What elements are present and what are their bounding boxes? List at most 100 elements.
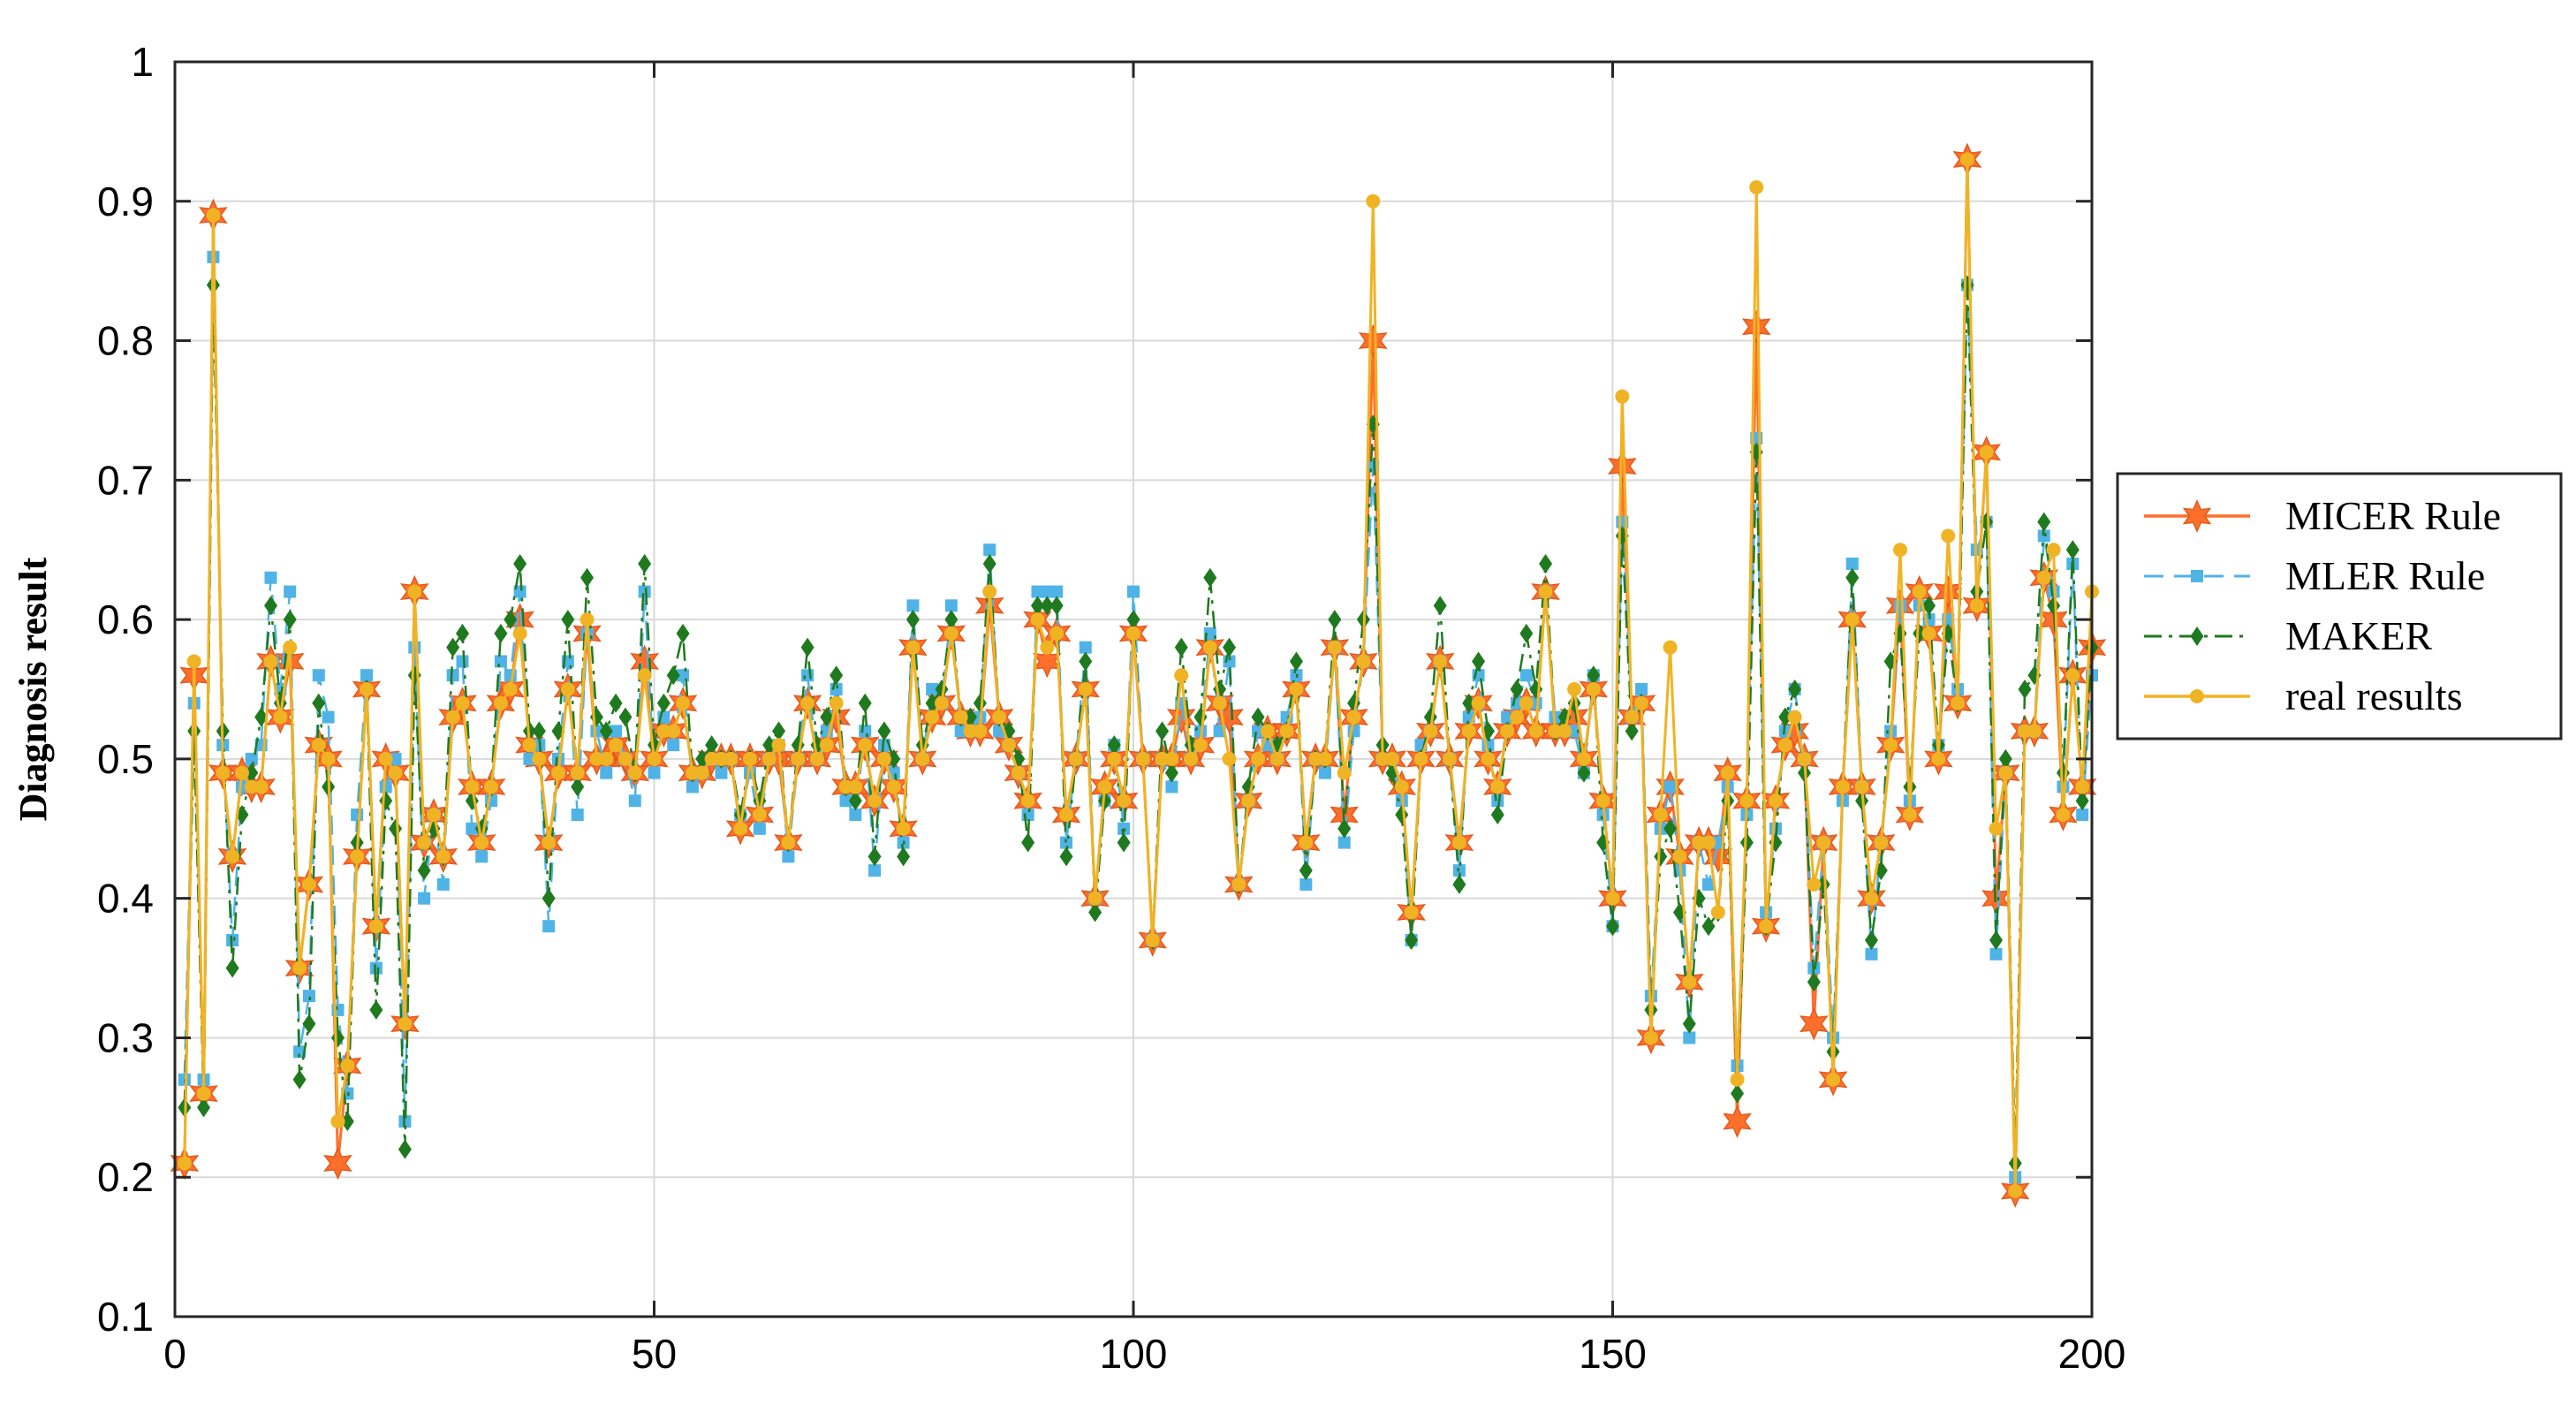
x-tick-label: 200 (2058, 1331, 2126, 1377)
data-point (417, 861, 431, 881)
data-point (532, 751, 547, 766)
data-point (648, 766, 661, 779)
data-point (436, 877, 450, 891)
data-point (1576, 751, 1591, 766)
data-point (312, 669, 325, 682)
data-point (302, 990, 315, 1003)
data-point (1893, 543, 1907, 558)
data-point (1337, 836, 1351, 849)
data-point (1653, 808, 1668, 822)
data-point (1030, 612, 1045, 627)
data-point (484, 779, 499, 794)
data-point (1663, 780, 1677, 794)
data-point (571, 809, 584, 821)
data-point (599, 751, 614, 766)
data-point (1951, 695, 1966, 710)
data-point (1816, 835, 1831, 850)
y-tick-label: 0.8 (97, 318, 154, 364)
data-point (1079, 641, 1092, 654)
data-point (532, 721, 546, 741)
data-point (455, 695, 470, 710)
data-point (264, 596, 277, 616)
data-point (820, 707, 834, 727)
data-point (1068, 751, 1083, 766)
data-point (1481, 751, 1496, 766)
data-point (1472, 651, 1486, 672)
data-point (465, 779, 480, 794)
data-point (1490, 779, 1505, 794)
data-point (1127, 585, 1140, 598)
data-point (1346, 710, 1361, 725)
data-point (905, 610, 920, 630)
data-point (369, 961, 383, 975)
data-point (1864, 891, 1879, 906)
data-point (1902, 808, 1917, 822)
data-point (245, 752, 258, 765)
legend: MICER Rule MLER Rule MAKER real results (2116, 472, 2563, 740)
data-point (1654, 847, 1668, 867)
x-tick-label: 100 (1100, 1331, 1168, 1377)
data-point (1510, 710, 1524, 725)
data-point (1816, 874, 1830, 894)
data-point (1490, 805, 1504, 824)
data-point (293, 1045, 307, 1059)
legend-label: MICER Rule (2285, 493, 2501, 538)
data-point (1327, 640, 1342, 655)
data-point (925, 710, 940, 725)
data-point (1165, 780, 1178, 794)
data-point (1969, 598, 1984, 613)
data-point (1845, 612, 1860, 627)
data-point (1328, 610, 1342, 630)
y-axis-label: Diagnosis result (11, 557, 55, 821)
data-point (466, 822, 479, 835)
data-point (809, 751, 824, 766)
legend-marker (2191, 570, 2203, 582)
data-point (1874, 835, 1889, 850)
data-point (1596, 809, 1610, 821)
data-point (926, 683, 939, 695)
data-point (1049, 626, 1064, 641)
data-point (819, 738, 834, 753)
data-point (1060, 836, 1073, 849)
data-point (1319, 766, 1331, 779)
data-point (1538, 584, 1553, 599)
data-point (906, 599, 920, 612)
data-point (1193, 738, 1208, 753)
data-point (1979, 444, 1994, 459)
data-point (445, 710, 460, 725)
data-point (196, 1086, 211, 1101)
data-point (1461, 724, 1476, 739)
data-point (216, 765, 231, 780)
data-point (1780, 714, 1810, 748)
data-point (580, 567, 595, 588)
data-point (1528, 724, 1543, 739)
data-point (206, 208, 221, 223)
data-point (868, 847, 882, 867)
data-point (761, 751, 777, 766)
data-point (1643, 1030, 1658, 1045)
data-point (571, 777, 585, 797)
data-point (610, 725, 623, 738)
data-point (1519, 695, 1534, 710)
data-point (368, 919, 383, 934)
data-point (876, 751, 891, 766)
data-point (323, 1146, 352, 1181)
data-point (1998, 765, 2013, 780)
data-point (1912, 584, 1927, 599)
data-point (743, 751, 757, 766)
data-point (1088, 902, 1102, 923)
data-point (1318, 751, 1332, 766)
data-point (2075, 791, 2089, 811)
data-point (1989, 930, 2003, 950)
data-point (1845, 567, 1860, 588)
data-point (1787, 710, 1802, 725)
data-point (177, 1156, 192, 1171)
data-point (1059, 847, 1073, 867)
data-point (446, 637, 460, 657)
data-point (389, 752, 402, 765)
data-point (456, 655, 469, 668)
data-point (234, 765, 249, 780)
data-point (1452, 874, 1466, 894)
data-point (1356, 654, 1371, 669)
data-point (1854, 779, 1869, 794)
